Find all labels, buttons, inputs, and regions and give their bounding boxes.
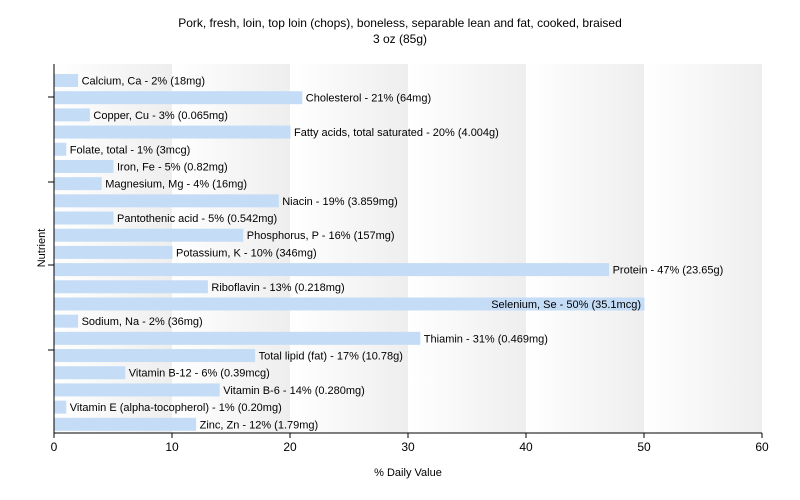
data-label: Protein - 47% (23.65g): [613, 265, 724, 277]
data-label: Iron, Fe - 5% (0.82mg): [117, 161, 228, 173]
data-labels-group: Calcium, Ca - 2% (18mg) Cholesterol - 21%…: [70, 76, 723, 432]
bar: [54, 74, 79, 87]
x-tick-label: 50: [637, 440, 651, 454]
chart-subtitle: 3 oz (85g): [372, 32, 428, 46]
data-label: Copper, Cu - 3% (0.065mg): [93, 110, 228, 122]
bar: [54, 383, 220, 397]
bar: [54, 331, 421, 345]
bar: [54, 177, 102, 191]
x-tick-label: 60: [755, 440, 769, 454]
data-label: Zinc, Zn - 12% (1.79mg): [200, 419, 319, 431]
grid-band: [408, 64, 526, 433]
data-label: Vitamin E (alpha-tocopherol) - 1% (0.20m…: [70, 402, 282, 414]
y-axis-title: Nutrient: [36, 229, 48, 268]
x-tick-label: 30: [401, 440, 415, 454]
data-label: Selenium, Se - 50% (35.1mcg): [491, 299, 641, 311]
bar: [54, 400, 67, 414]
bar: [54, 194, 279, 208]
chart-title: Pork, fresh, loin, top loin (chops), bon…: [178, 16, 622, 30]
data-label: Potassium, K - 10% (346mg): [176, 247, 317, 259]
data-label: Riboflavin - 13% (0.218mg): [211, 282, 344, 294]
data-label: Vitamin B-12 - 6% (0.39mcg): [129, 368, 270, 380]
bar: [54, 211, 114, 225]
axes-group: 0 10 20 30 40 50 60: [48, 64, 769, 454]
data-label: Vitamin B-6 - 14% (0.280mg): [223, 385, 365, 397]
x-tick-label: 10: [165, 440, 179, 454]
grid-band: [526, 64, 644, 433]
data-label: Calcium, Ca - 2% (18mg): [82, 76, 205, 88]
bar: [54, 159, 114, 173]
bar: [54, 366, 126, 380]
bar: [54, 280, 208, 294]
bar: [54, 417, 197, 431]
bars-group: [54, 74, 645, 431]
data-label: Thiamin - 31% (0.469mg): [424, 333, 548, 345]
bar: [54, 245, 173, 259]
bar: [54, 108, 90, 122]
data-label: Pantothenic acid - 5% (0.542mg): [117, 213, 277, 225]
bar: [54, 142, 67, 156]
x-axis-title: % Daily Value: [374, 467, 442, 479]
grid-band: [290, 64, 408, 433]
data-label: Folate, total - 1% (3mcg): [70, 144, 190, 156]
bar: [54, 349, 256, 363]
data-label: Fatty acids, total saturated - 20% (4.00…: [294, 127, 499, 139]
x-tick-label: 0: [51, 440, 58, 454]
chart-title-block: Pork, fresh, loin, top loin (chops), bon…: [0, 15, 800, 47]
data-label: Phosphorus, P - 16% (157mg): [247, 230, 395, 242]
data-label: Niacin - 19% (3.859mg): [282, 196, 398, 208]
data-label: Total lipid (fat) - 17% (10.78g): [259, 351, 403, 363]
data-label: Cholesterol - 21% (64mg): [306, 93, 431, 105]
x-tick-label: 20: [283, 440, 297, 454]
grid-band: [172, 64, 290, 433]
bar: [54, 91, 303, 105]
bar: [54, 263, 610, 277]
data-label: Magnesium, Mg - 4% (16mg): [105, 179, 247, 191]
data-label: Sodium, Na - 2% (36mg): [82, 316, 203, 328]
bar: [54, 314, 79, 328]
bar: [54, 297, 645, 311]
grid-band: [644, 64, 762, 433]
bar: [54, 125, 291, 139]
bar: [54, 228, 244, 242]
x-tick-label: 40: [519, 440, 533, 454]
